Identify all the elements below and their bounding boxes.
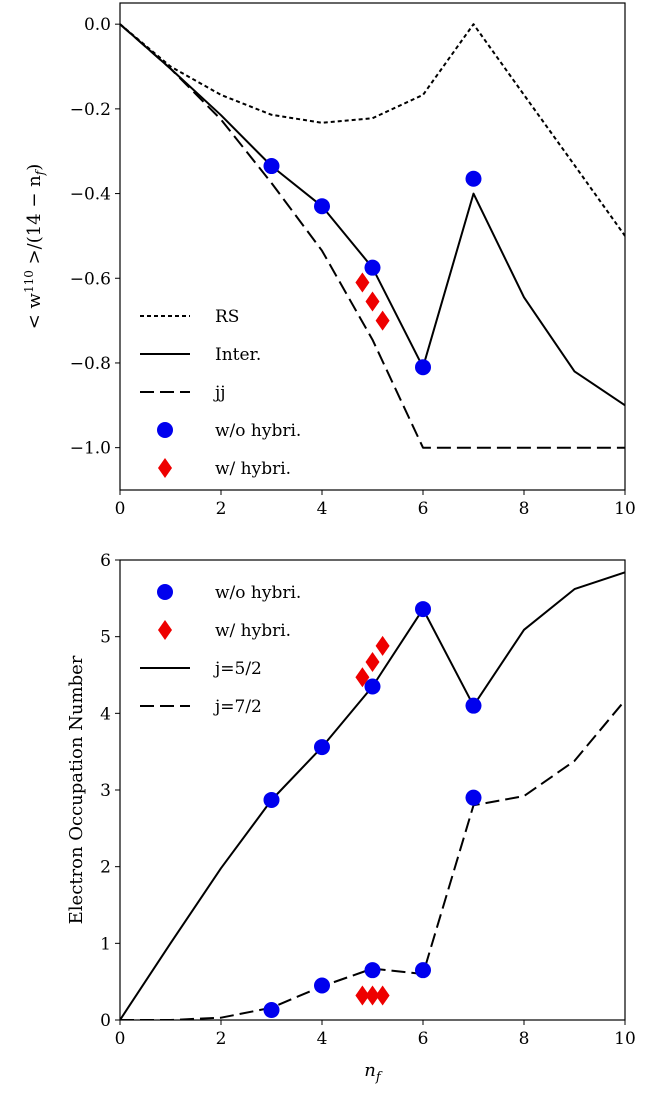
data-point-without-hybridization bbox=[465, 789, 482, 806]
data-point-with-hybridization bbox=[375, 635, 390, 656]
data-point-without-hybridization bbox=[415, 359, 431, 376]
data-point-with-hybridization bbox=[365, 651, 380, 672]
y-tick-label: 2 bbox=[100, 858, 111, 878]
data-point-without-hybridization bbox=[314, 198, 330, 215]
data-point-with-hybridization bbox=[355, 667, 370, 688]
data-point-without-hybridization bbox=[263, 1002, 280, 1019]
data-point-without-hybridization bbox=[263, 158, 280, 175]
legend-swatch bbox=[157, 422, 173, 438]
chart-2-frame bbox=[119, 559, 626, 1021]
legend-swatch bbox=[157, 584, 173, 600]
legend-label: w/ hybri. bbox=[215, 621, 291, 641]
data-point-without-hybridization bbox=[465, 697, 482, 714]
x-tick-label: 0 bbox=[115, 499, 126, 519]
data-point-without-hybridization bbox=[314, 739, 330, 756]
data-point-without-hybridization bbox=[415, 962, 431, 979]
x-tick-label: 6 bbox=[418, 1029, 429, 1049]
data-point-with-hybridization bbox=[365, 291, 380, 312]
chart-2: 0 2 4 6 8 10 0 1 2 3 4 5 6 w/o hybri. w/ hybri. j=5/2 j=… bbox=[100, 551, 636, 1049]
data-point-without-hybridization bbox=[364, 259, 381, 276]
chart-2-plot-area bbox=[120, 571, 625, 1020]
y-tick-label: 6 bbox=[100, 551, 111, 571]
x-tick-label: 8 bbox=[519, 1029, 530, 1049]
y-axis-label-top: < w110 >/(14 − nf) bbox=[22, 164, 47, 330]
y-tick-label: 0.0 bbox=[84, 15, 111, 35]
x-tick-label: 8 bbox=[519, 499, 530, 519]
series-line-inter- bbox=[120, 23, 625, 407]
data-point-with-hybridization bbox=[355, 272, 370, 293]
y-tick-label: −0.6 bbox=[70, 269, 111, 289]
legend-swatch bbox=[158, 458, 172, 478]
legend-label: RS bbox=[215, 307, 239, 327]
data-point-with-hybridization bbox=[355, 985, 370, 1006]
y-tick-label: −1.0 bbox=[70, 439, 111, 459]
data-point-without-hybridization bbox=[465, 170, 482, 187]
series-line-jj bbox=[120, 23, 625, 449]
y-tick-label: 1 bbox=[100, 934, 111, 954]
chart-1: 0 2 4 6 8 10 0.0 −0.2 −0.4 −0.6 −0.8 −1.0 RS Inter. jj… bbox=[70, 2, 636, 519]
x-tick-label: 2 bbox=[216, 1029, 227, 1049]
data-point-without-hybridization bbox=[415, 601, 431, 618]
x-tick-label: 2 bbox=[216, 499, 227, 519]
data-point-with-hybridization bbox=[375, 985, 390, 1006]
x-tick-label: 4 bbox=[317, 499, 328, 519]
y-tick-label: −0.4 bbox=[70, 185, 111, 205]
legend-label: j=7/2 bbox=[213, 697, 262, 717]
y-axis-label-bottom: Electron Occupation Number bbox=[66, 655, 87, 924]
x-axis-label: nf bbox=[364, 1060, 383, 1085]
legend-label: j=5/2 bbox=[213, 659, 262, 679]
legend-label: w/ hybri. bbox=[215, 459, 291, 479]
legend-label: jj bbox=[213, 383, 226, 403]
data-point-without-hybridization bbox=[263, 791, 280, 808]
x-tick-label: 0 bbox=[115, 1029, 126, 1049]
x-tick-label: 10 bbox=[614, 1029, 636, 1049]
data-point-without-hybridization bbox=[364, 678, 381, 695]
legend-swatch bbox=[158, 620, 172, 640]
y-tick-label: 5 bbox=[100, 628, 111, 648]
data-point-without-hybridization bbox=[314, 977, 330, 994]
data-point-with-hybridization bbox=[365, 985, 380, 1006]
x-tick-label: 4 bbox=[317, 1029, 328, 1049]
chart-1-plot-area bbox=[120, 23, 625, 449]
data-point-without-hybridization bbox=[364, 962, 381, 979]
legend-label: w/o hybri. bbox=[215, 583, 301, 603]
series-line-rs bbox=[120, 23, 625, 237]
series-line-j-5-2 bbox=[120, 571, 625, 1020]
x-tick-label: 10 bbox=[614, 499, 636, 519]
legend-label: w/o hybri. bbox=[215, 421, 301, 441]
y-tick-label: 3 bbox=[100, 781, 111, 801]
legend-label: Inter. bbox=[215, 345, 261, 365]
data-point-with-hybridization bbox=[375, 310, 390, 331]
x-tick-label: 6 bbox=[418, 499, 429, 519]
y-tick-label: 4 bbox=[100, 704, 111, 724]
y-tick-label: −0.2 bbox=[70, 100, 111, 120]
y-tick-label: 0 bbox=[100, 1011, 111, 1031]
y-tick-label: −0.8 bbox=[70, 354, 111, 374]
chart-1-frame bbox=[119, 2, 626, 491]
